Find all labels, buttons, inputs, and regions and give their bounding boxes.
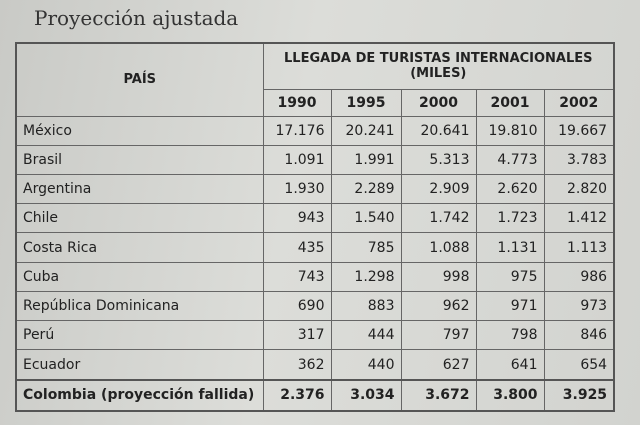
data-row: Brasil 1.091 1.991 5.313 4.773 3.783 <box>15 144 615 175</box>
data-row: Costa Rica 435 785 1.088 1.131 1.113 <box>15 232 615 263</box>
value-cell: 435 <box>262 232 332 263</box>
tourism-table: PAÍS LLEGADA DE TURISTAS INTERNACIONALES … <box>15 42 616 412</box>
value-cell: 3.034 <box>330 378 402 412</box>
value-cell: 1.930 <box>262 173 332 205</box>
value-cell: 798 <box>475 320 545 351</box>
data-row: Perú 317 444 797 798 846 <box>15 320 615 351</box>
country-cell: República Dominicana <box>15 290 264 322</box>
value-cell: 1.540 <box>330 203 402 234</box>
value-cell: 975 <box>475 261 545 292</box>
value-cell: 2.909 <box>400 173 477 205</box>
year-header: 2000 <box>400 88 477 117</box>
value-cell: 20.641 <box>400 115 477 146</box>
value-cell: 17.176 <box>262 115 332 146</box>
value-cell: 3.783 <box>543 144 615 175</box>
value-cell: 971 <box>475 290 545 322</box>
value-cell: 785 <box>330 232 402 263</box>
group-header: LLEGADA DE TURISTAS INTERNACIONALES (MIL… <box>262 42 615 90</box>
value-cell: 440 <box>330 349 402 381</box>
country-cell: Ecuador <box>15 349 264 381</box>
value-cell: 3.800 <box>475 378 545 412</box>
value-cell: 1.113 <box>543 232 615 263</box>
value-cell: 883 <box>330 290 402 322</box>
data-row: México 17.176 20.241 20.641 19.810 19.667 <box>15 115 615 146</box>
year-header: 2002 <box>543 88 615 117</box>
value-cell: 5.313 <box>400 144 477 175</box>
value-cell: 19.667 <box>543 115 615 146</box>
value-cell: 3.672 <box>400 378 477 412</box>
country-header: PAÍS <box>15 42 264 117</box>
value-cell: 743 <box>262 261 332 292</box>
data-row: Cuba 743 1.298 998 975 986 <box>15 261 615 292</box>
country-cell: Perú <box>15 320 264 351</box>
value-cell: 1.991 <box>330 144 402 175</box>
header-row: PAÍS LLEGADA DE TURISTAS INTERNACIONALES … <box>15 42 615 117</box>
value-cell: 986 <box>543 261 615 292</box>
data-row: Chile 943 1.540 1.742 1.723 1.412 <box>15 203 615 234</box>
value-cell: 444 <box>330 320 402 351</box>
value-cell: 362 <box>262 349 332 381</box>
value-cell: 3.925 <box>543 378 615 412</box>
country-cell: Colombia (proyección fallida) <box>15 378 264 412</box>
value-cell: 1.131 <box>475 232 545 263</box>
year-header: 1995 <box>330 88 402 117</box>
value-cell: 641 <box>475 349 545 381</box>
value-cell: 943 <box>262 203 332 234</box>
value-cell: 20.241 <box>330 115 402 146</box>
value-cell: 1.088 <box>400 232 477 263</box>
value-cell: 690 <box>262 290 332 322</box>
value-cell: 962 <box>400 290 477 322</box>
value-cell: 654 <box>543 349 615 381</box>
value-cell: 1.091 <box>262 144 332 175</box>
value-cell: 2.376 <box>262 378 332 412</box>
country-cell: Argentina <box>15 173 264 205</box>
data-row: Argentina 1.930 2.289 2.909 2.620 2.820 <box>15 173 615 205</box>
country-cell: Costa Rica <box>15 232 264 263</box>
country-cell: Cuba <box>15 261 264 292</box>
data-row: República Dominicana 690 883 962 971 973 <box>15 290 615 322</box>
year-header: 1990 <box>262 88 332 117</box>
value-cell: 797 <box>400 320 477 351</box>
country-cell: Brasil <box>15 144 264 175</box>
value-cell: 627 <box>400 349 477 381</box>
country-cell: México <box>15 115 264 146</box>
value-cell: 2.289 <box>330 173 402 205</box>
value-cell: 1.298 <box>330 261 402 292</box>
title: Proyección ajustada <box>34 6 239 30</box>
value-cell: 19.810 <box>475 115 545 146</box>
value-cell: 4.773 <box>475 144 545 175</box>
value-cell: 1.742 <box>400 203 477 234</box>
value-cell: 998 <box>400 261 477 292</box>
country-cell: Chile <box>15 203 264 234</box>
data-row: Ecuador 362 440 627 641 654 <box>15 349 615 381</box>
value-cell: 1.412 <box>543 203 615 234</box>
value-cell: 1.723 <box>475 203 545 234</box>
year-header: 2001 <box>475 88 545 117</box>
value-cell: 2.820 <box>543 173 615 205</box>
value-cell: 2.620 <box>475 173 545 205</box>
year-row: 1990 1995 2000 2001 2002 <box>16 88 615 117</box>
value-cell: 317 <box>262 320 332 351</box>
data-row: Colombia (proyección fallida) 2.376 3.034 3… <box>15 378 615 412</box>
value-cell: 973 <box>543 290 615 322</box>
value-cell: 846 <box>543 320 615 351</box>
